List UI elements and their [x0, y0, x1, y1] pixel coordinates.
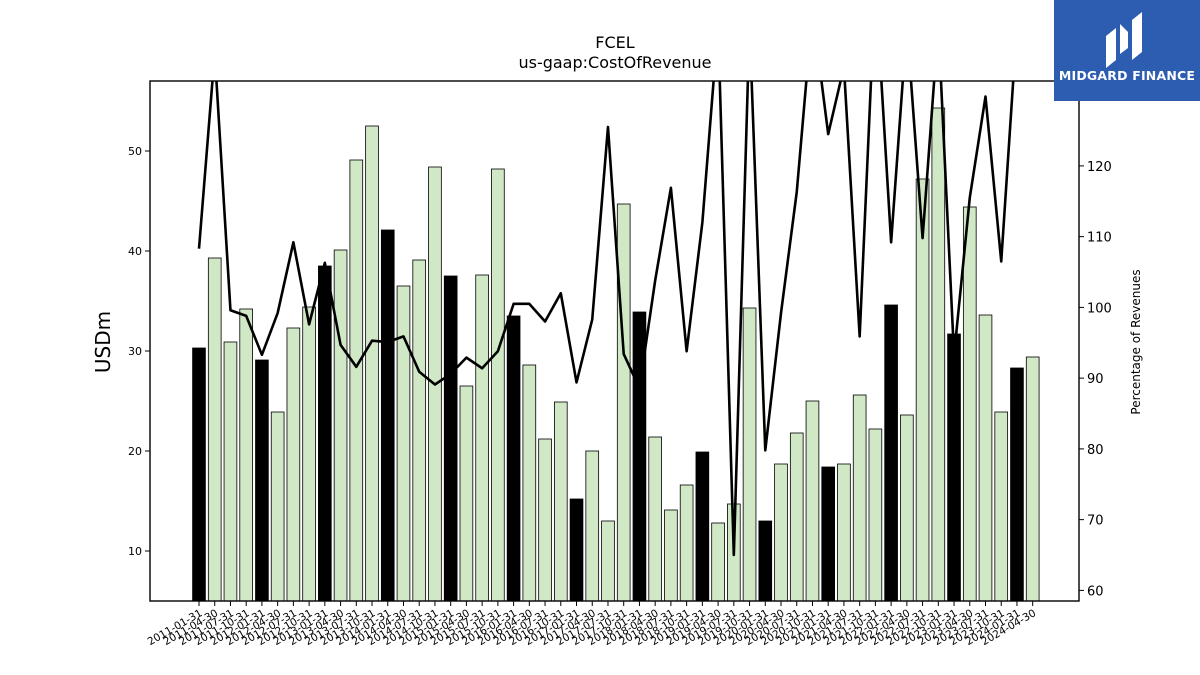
bar — [868, 428, 883, 602]
percentage-line — [197, 81, 1015, 557]
bar — [978, 314, 993, 602]
y2-axis-label: Percentage of Revenues — [1129, 269, 1143, 414]
bar — [711, 522, 725, 602]
bar — [475, 274, 489, 602]
bar — [569, 498, 584, 602]
bar — [270, 411, 285, 602]
bar — [553, 401, 568, 602]
chart-title: FCEL — [595, 33, 634, 52]
bar — [207, 257, 222, 602]
bar — [884, 304, 898, 602]
y-tick-label: 50 — [128, 145, 142, 158]
bar — [302, 306, 316, 602]
bar — [758, 520, 773, 602]
y2-tick-label: 60 — [1087, 584, 1104, 599]
bar — [380, 229, 395, 602]
y2-tick-label: 80 — [1087, 443, 1104, 458]
bar — [664, 509, 678, 602]
y-tick-label: 30 — [128, 345, 142, 358]
chart-subtitle: us-gaap:CostOfRevenue — [518, 53, 711, 72]
y2-tick-label: 110 — [1087, 231, 1112, 246]
bar — [412, 259, 427, 602]
bar — [852, 394, 867, 602]
bar-series — [192, 107, 1040, 602]
bar — [821, 466, 835, 602]
bar — [333, 249, 348, 602]
bar — [443, 275, 458, 602]
bar — [396, 285, 411, 602]
bar — [223, 341, 238, 602]
bar — [585, 450, 600, 602]
bar — [1010, 367, 1024, 602]
bar — [962, 206, 977, 602]
bar — [286, 327, 301, 602]
axes: 1020304050607080901001101202011-01-31201… — [128, 80, 1112, 648]
bar — [789, 432, 804, 602]
y-tick-label: 40 — [128, 245, 142, 258]
bar — [239, 308, 253, 602]
y2-tick-label: 90 — [1087, 372, 1104, 387]
bar — [522, 364, 537, 602]
bar — [318, 265, 332, 602]
plot-frame — [149, 80, 1080, 602]
y2-tick-label: 100 — [1087, 301, 1112, 316]
bar — [601, 520, 615, 602]
bar — [1025, 356, 1040, 602]
bar — [805, 400, 820, 602]
bar — [994, 411, 1009, 602]
bar — [349, 159, 364, 602]
bar — [255, 359, 269, 602]
bar — [915, 178, 930, 602]
bar — [491, 168, 505, 602]
bar — [742, 307, 757, 602]
bar — [365, 125, 379, 602]
bar — [192, 347, 206, 602]
bar — [947, 333, 961, 602]
bar — [459, 385, 474, 602]
logo-text: MIDGARD FINANCE — [1058, 68, 1196, 83]
bar — [616, 203, 631, 602]
line-series — [197, 81, 1015, 557]
bar — [506, 315, 521, 602]
y-tick-label: 10 — [128, 545, 142, 558]
bar — [648, 436, 662, 602]
bar — [538, 438, 552, 602]
bar — [695, 451, 710, 602]
y2-tick-label: 120 — [1087, 160, 1112, 175]
y2-tick-label: 70 — [1087, 514, 1104, 529]
midgard-finance-logo: MIDGARD FINANCE — [1054, 0, 1200, 101]
midgard-logo-icon — [1106, 12, 1142, 68]
bar — [837, 463, 851, 602]
y-axis-label: USDm — [91, 311, 115, 373]
bar — [900, 414, 914, 602]
bar — [774, 463, 788, 602]
y-tick-label: 20 — [128, 445, 142, 458]
bar — [679, 484, 694, 602]
bar — [931, 107, 946, 602]
